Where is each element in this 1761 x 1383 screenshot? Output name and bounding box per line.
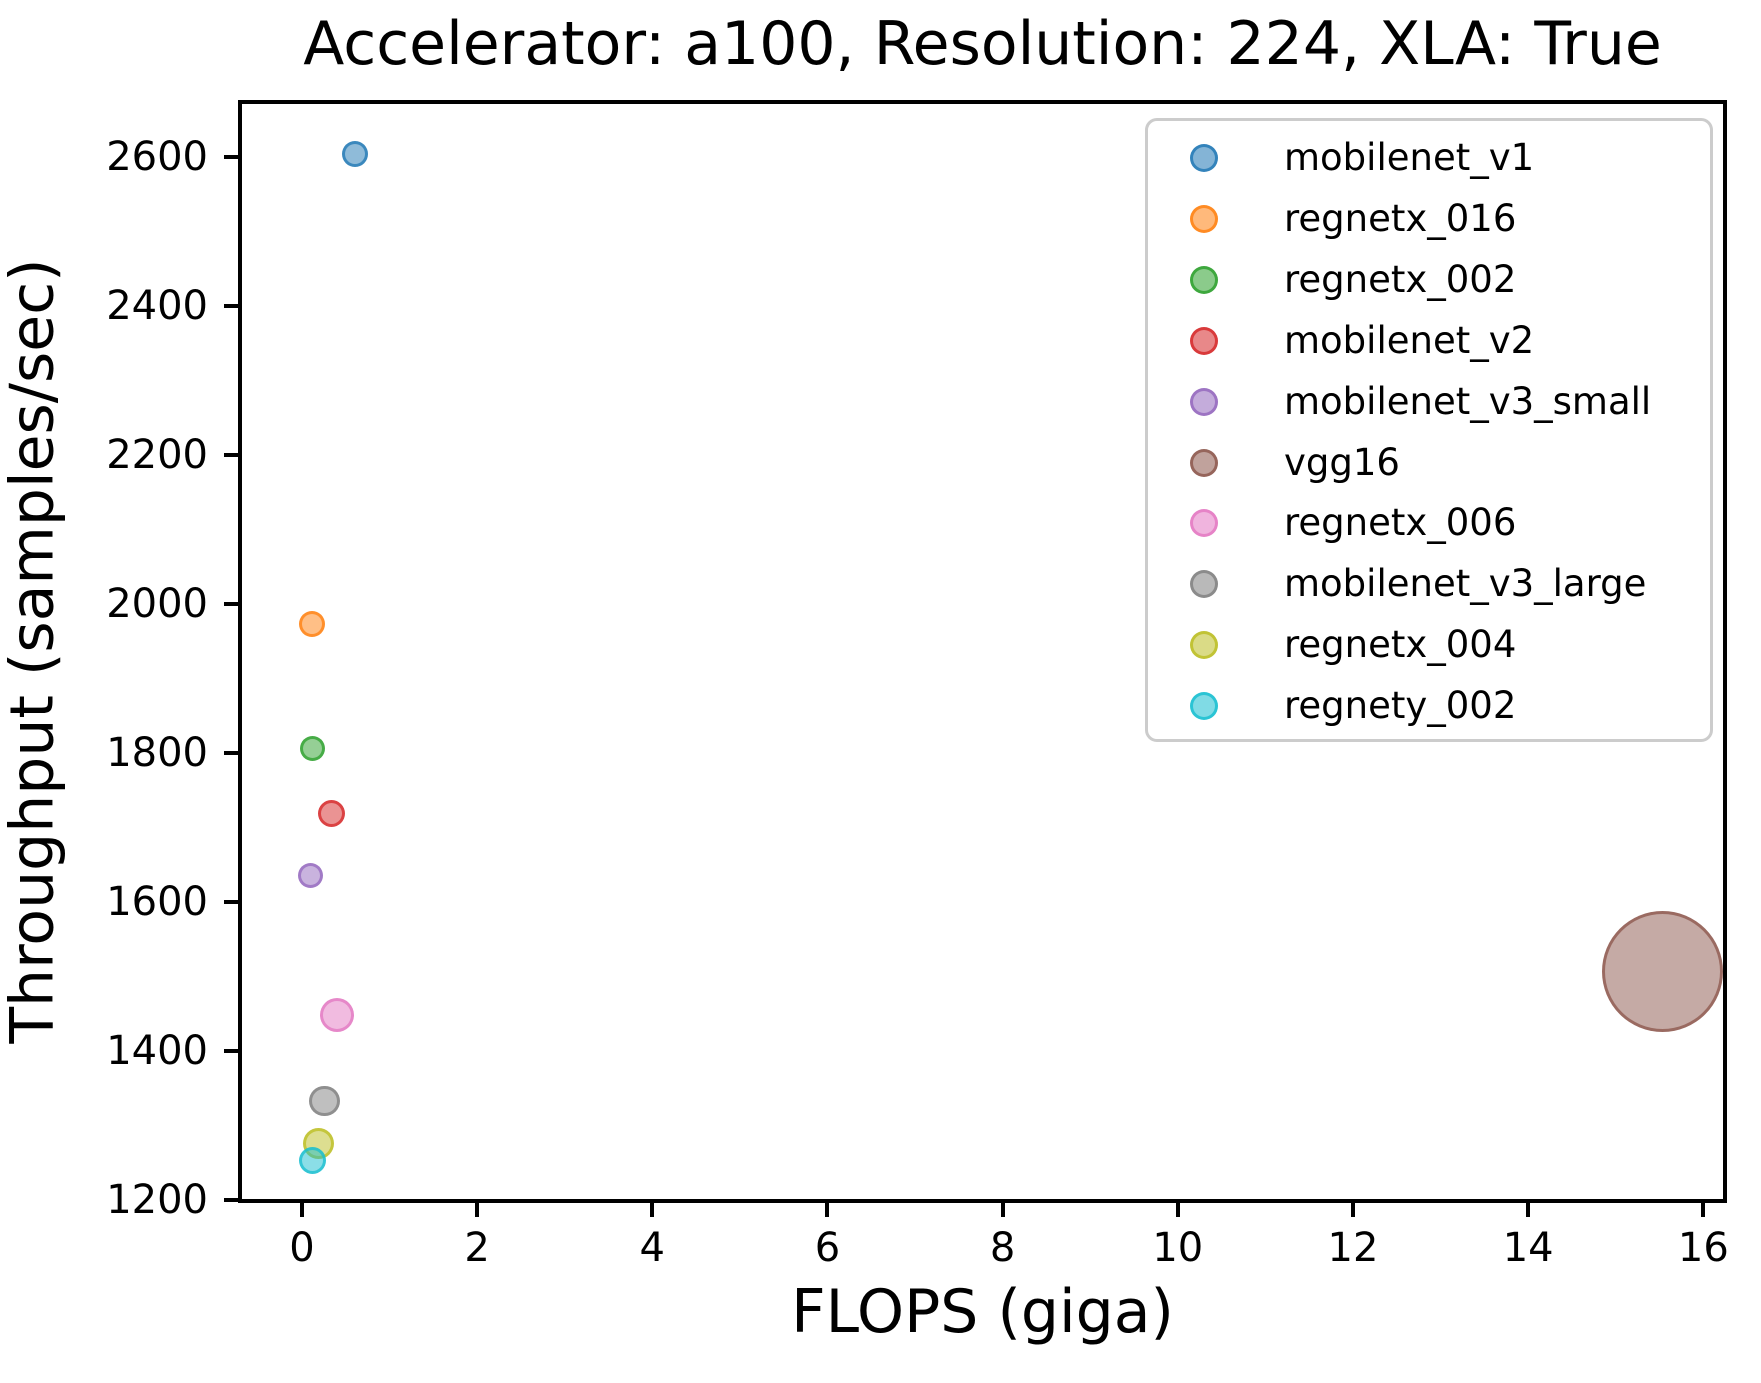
x-tick-mark [650, 1203, 655, 1217]
legend-item: regnetx_016 [1148, 194, 1710, 244]
x-tick-mark [1175, 1203, 1180, 1217]
legend-marker [1190, 144, 1218, 172]
scatter-point-regnetx_016 [298, 610, 325, 637]
legend-label: mobilenet_v3_large [1284, 562, 1647, 606]
legend-marker [1190, 631, 1218, 660]
x-tick-label: 6 [814, 1225, 841, 1271]
x-tick-mark [1000, 1203, 1005, 1217]
y-tick-mark [224, 1048, 238, 1053]
legend-item: regnety_002 [1148, 681, 1710, 731]
legend-item: regnetx_006 [1148, 498, 1710, 548]
x-tick-mark [1701, 1203, 1706, 1217]
y-tick-label: 2400 [106, 282, 208, 329]
legend-marker [1190, 265, 1218, 294]
x-tick-label: 8 [989, 1225, 1016, 1271]
y-tick-mark [224, 750, 238, 755]
y-tick-label: 1200 [106, 1177, 208, 1224]
x-tick-mark [825, 1203, 830, 1217]
x-tick-label: 4 [639, 1225, 665, 1271]
legend-item: mobilenet_v1 [1148, 133, 1710, 183]
legend-item: mobilenet_v3_small [1148, 377, 1710, 427]
y-tick-mark [224, 303, 238, 308]
legend-label: regnetx_016 [1284, 196, 1517, 240]
scatter-point-mobilenet_v2 [317, 800, 345, 828]
legend-item: regnetx_004 [1148, 620, 1710, 670]
legend-marker [1190, 570, 1218, 599]
x-tick-label: 10 [1152, 1225, 1204, 1271]
y-tick-label: 2200 [106, 431, 208, 478]
scatter-point-regnetx_006 [320, 998, 355, 1033]
legend-item: mobilenet_v2 [1148, 316, 1710, 366]
x-tick-label: 0 [289, 1225, 315, 1271]
legend-label: regnety_002 [1284, 684, 1517, 728]
y-tick-label: 1400 [106, 1027, 208, 1074]
legend-label: mobilenet_v3_small [1284, 379, 1652, 423]
x-tick-mark [1350, 1203, 1355, 1217]
y-tick-label: 1600 [106, 878, 208, 925]
legend-item: mobilenet_v3_large [1148, 559, 1710, 609]
legend-marker [1190, 509, 1218, 538]
y-tick-mark [224, 601, 238, 606]
chart-title: Accelerator: a100, Resolution: 224, XLA:… [303, 9, 1662, 79]
x-axis-label: FLOPS (giga) [791, 1277, 1174, 1347]
legend-label: vgg16 [1284, 440, 1400, 484]
legend-label: mobilenet_v1 [1284, 136, 1535, 179]
scatter-point-mobilenet_v3_small [297, 862, 323, 888]
legend-label: mobilenet_v2 [1284, 318, 1535, 362]
scatter-point-vgg16 [1602, 911, 1724, 1033]
x-tick-mark [299, 1203, 304, 1217]
legend-marker [1190, 387, 1218, 416]
y-tick-mark [224, 452, 238, 457]
legend-marker [1190, 692, 1218, 721]
x-tick-label: 12 [1327, 1225, 1379, 1271]
y-tick-mark [224, 899, 238, 904]
legend-label: regnetx_006 [1284, 501, 1517, 545]
legend-item: regnetx_002 [1148, 255, 1710, 305]
y-tick-mark [224, 1198, 238, 1203]
legend-label: regnetx_004 [1284, 623, 1517, 667]
x-tick-mark [475, 1203, 480, 1217]
scatter-point-mobilenet_v1 [341, 141, 368, 168]
x-tick-label: 14 [1502, 1225, 1554, 1271]
x-tick-label: 16 [1677, 1225, 1729, 1271]
y-tick-label: 1800 [106, 729, 208, 776]
scatter-point-regnetx_002 [300, 735, 326, 761]
scatter-point-regnety_002 [299, 1147, 327, 1175]
legend-item: vgg16 [1148, 438, 1710, 488]
y-tick-mark [224, 154, 238, 159]
scatter-point-mobilenet_v3_large [308, 1085, 340, 1117]
legend-marker [1190, 448, 1218, 477]
x-tick-label: 2 [464, 1225, 490, 1271]
legend-marker [1190, 204, 1218, 233]
legend-marker [1190, 326, 1218, 355]
y-tick-label: 2000 [106, 580, 208, 627]
y-tick-label: 2600 [106, 133, 208, 180]
x-tick-mark [1526, 1203, 1531, 1217]
legend-label: regnetx_002 [1284, 257, 1517, 301]
